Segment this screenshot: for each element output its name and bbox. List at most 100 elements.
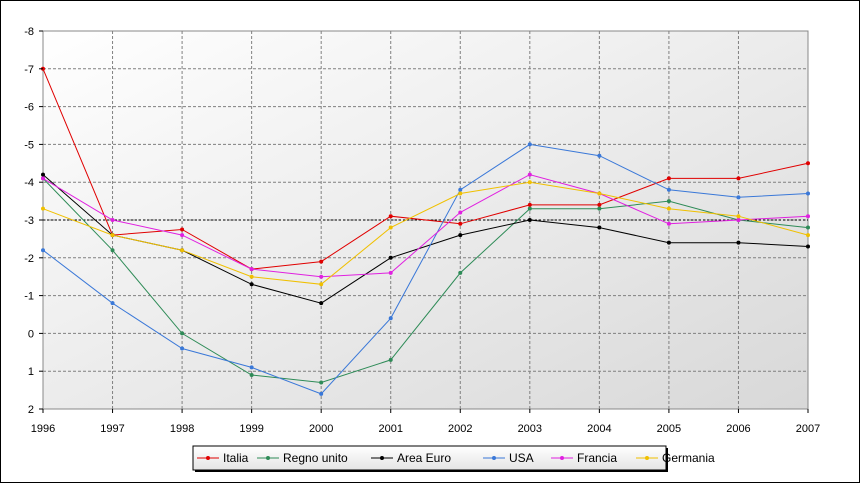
data-point xyxy=(180,248,185,253)
data-point xyxy=(319,259,324,264)
series-germania xyxy=(41,180,810,287)
y-tick-label: -7 xyxy=(24,64,34,76)
x-tick-label: 2002 xyxy=(448,423,472,435)
data-point xyxy=(249,282,254,287)
x-axis-ticks: 1996 1997 1998 1999 2000 2001 2002 2003 2004 2005… xyxy=(31,409,820,435)
data-point xyxy=(319,274,324,279)
data-point xyxy=(736,176,741,181)
series-usa xyxy=(41,142,810,396)
data-point xyxy=(806,233,810,238)
legend-label: Italia xyxy=(223,451,249,465)
data-point xyxy=(736,218,741,222)
legend: Italia Regno unito Area Euro USA Francia Germ… xyxy=(192,445,715,472)
data-point xyxy=(458,210,463,215)
series-lines xyxy=(41,66,810,396)
x-tick-label: 2006 xyxy=(726,423,750,435)
legend-marker xyxy=(560,456,564,460)
data-point xyxy=(597,202,602,207)
x-tick-label: 2004 xyxy=(587,423,611,435)
data-point xyxy=(180,233,185,238)
data-point xyxy=(388,316,393,321)
data-point xyxy=(388,225,393,230)
legend-label: USA xyxy=(509,451,534,465)
y-tick-label: 2 xyxy=(28,404,34,416)
data-point xyxy=(458,270,463,275)
data-point xyxy=(180,227,185,232)
data-point xyxy=(249,365,254,370)
y-tick-label: -3 xyxy=(24,215,34,227)
y-tick-label: -5 xyxy=(24,139,34,151)
x-tick-label: 1997 xyxy=(100,423,124,435)
data-point xyxy=(666,221,671,226)
data-point xyxy=(527,142,532,147)
data-point xyxy=(249,274,254,279)
data-point xyxy=(527,180,532,185)
legend-marker xyxy=(492,456,496,460)
data-point xyxy=(110,218,115,222)
data-point xyxy=(597,225,602,230)
x-tick-label: 1999 xyxy=(239,423,263,435)
data-point xyxy=(110,248,115,253)
data-point xyxy=(806,214,810,219)
data-point xyxy=(249,267,254,272)
data-point xyxy=(597,206,602,211)
data-point xyxy=(180,346,185,351)
y-tick-label: -4 xyxy=(24,177,34,189)
data-point xyxy=(41,206,45,211)
data-point xyxy=(458,221,463,226)
data-point xyxy=(736,240,741,245)
data-point xyxy=(597,191,602,196)
data-point xyxy=(458,191,463,196)
legend-label: Germania xyxy=(662,451,715,465)
x-tick-label: 2007 xyxy=(796,423,820,435)
data-point xyxy=(319,380,324,385)
legend-label: Francia xyxy=(577,451,617,465)
data-point xyxy=(319,391,324,396)
series-line xyxy=(42,143,809,395)
data-point xyxy=(41,248,45,253)
data-point xyxy=(527,172,532,177)
data-point xyxy=(806,161,810,166)
data-point xyxy=(806,191,810,196)
data-point xyxy=(388,270,393,275)
x-tick-label: 2001 xyxy=(378,423,402,435)
legend-marker xyxy=(380,456,384,460)
data-point xyxy=(41,176,45,181)
series-line xyxy=(42,181,809,285)
data-point xyxy=(110,233,115,238)
data-point xyxy=(736,214,741,219)
data-point xyxy=(806,225,810,230)
data-point xyxy=(666,206,671,211)
data-point xyxy=(319,301,324,306)
data-point xyxy=(527,206,532,211)
data-point xyxy=(597,153,602,158)
legend-label: Regno unito xyxy=(283,451,348,465)
data-point xyxy=(666,240,671,245)
y-axis-ticks: -8 -7 -6 -5 -4 -3 -2 -1 0 1 2 xyxy=(24,26,43,416)
data-point xyxy=(110,301,115,306)
legend-marker xyxy=(645,456,649,460)
data-point xyxy=(458,233,463,238)
legend-marker xyxy=(206,456,210,460)
y-tick-label: -1 xyxy=(24,291,34,303)
data-point xyxy=(458,187,463,192)
data-point xyxy=(527,218,532,222)
y-tick-label: 0 xyxy=(28,328,34,340)
y-tick-label: -2 xyxy=(24,253,34,265)
y-tick-label: -8 xyxy=(24,26,34,38)
data-point xyxy=(527,202,532,207)
x-tick-label: 2005 xyxy=(657,423,681,435)
legend-label: Area Euro xyxy=(397,451,451,465)
gridlines xyxy=(43,31,808,409)
data-point xyxy=(736,195,741,200)
data-point xyxy=(666,199,671,204)
data-point xyxy=(666,187,671,192)
series-line xyxy=(42,178,809,384)
series-line xyxy=(42,68,809,270)
data-point xyxy=(249,372,254,377)
legend-marker xyxy=(266,456,270,460)
x-tick-label: 2000 xyxy=(309,423,333,435)
y-tick-label: 1 xyxy=(28,366,34,378)
